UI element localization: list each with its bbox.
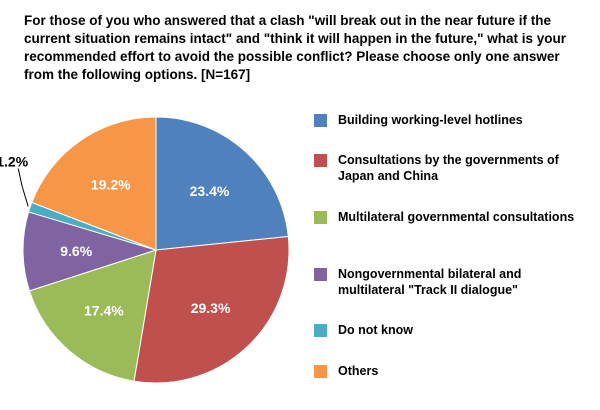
slice-label-others: 19.2%	[91, 176, 131, 192]
chart-title: For those of you who answered that a cla…	[24, 13, 567, 82]
legend-label-others: Others	[338, 364, 379, 378]
legend-swatch-multilateral	[314, 211, 327, 224]
slice-label-multilateral: 17.4%	[84, 302, 124, 318]
slice-label-hotlines: 23.4%	[190, 183, 230, 199]
legend-swatch-govt-consultations	[314, 154, 327, 167]
legend-swatch-do-not-know	[314, 324, 327, 337]
legend-swatch-track-two	[314, 268, 327, 281]
slice-label-track-two: 9.6%	[60, 243, 92, 259]
pie-slice-multilateral	[28, 249, 157, 382]
pie-slice-track-two	[22, 211, 158, 292]
legend-label-govt-consultations: Consultations by the governments of Japa…	[338, 153, 559, 183]
pie-slice-hotlines	[155, 116, 289, 251]
pie-slice-govt-consultations	[133, 235, 290, 384]
legend-swatch-others	[314, 365, 327, 378]
legend-label-do-not-know: Do not know	[338, 323, 413, 337]
legend-label-hotlines: Building working-level hotlines	[338, 113, 523, 127]
pie-slice-others	[31, 116, 157, 251]
legend-label-multilateral: Multilateral governmental consultations	[338, 210, 575, 224]
slice-label-govt-consultations: 29.3%	[191, 300, 231, 316]
legend-label-track-two: Nongovernmental bilateral and multilater…	[338, 267, 522, 297]
legend-swatch-hotlines	[314, 114, 327, 127]
leader-line-do-not-know	[17, 168, 29, 207]
slice-label-do-not-know: 1.2%	[0, 154, 29, 170]
